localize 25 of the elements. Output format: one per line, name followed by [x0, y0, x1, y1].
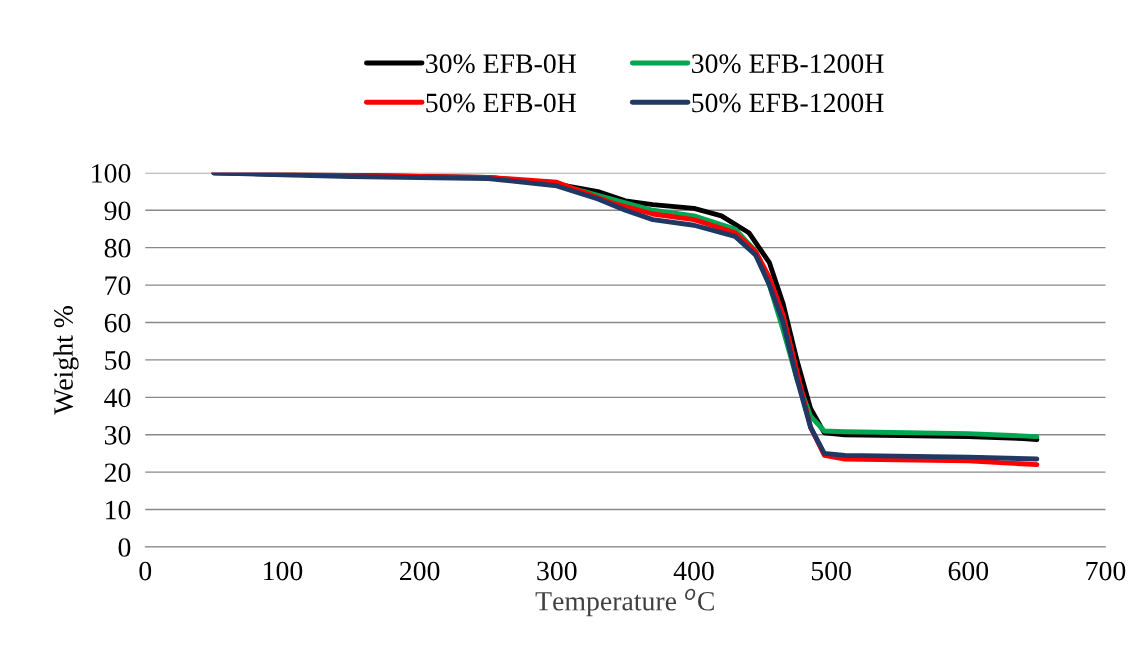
x-tick-label: 400: [673, 561, 714, 581]
y-tick-label: 40: [104, 388, 131, 408]
x-tick-label: 700: [1086, 561, 1126, 581]
y-tick-label: 100: [92, 164, 131, 183]
y-axis-title: Weight %: [53, 306, 79, 415]
y-tick-label: 80: [104, 238, 131, 258]
x-tick-label: 100: [264, 561, 303, 581]
legend-label: 50% EFB-0H: [426, 93, 576, 113]
legend-label: 50% EFB-1200H: [692, 93, 884, 113]
x-tick-label: 500: [811, 561, 851, 581]
legend-label: 30% EFB-0H: [426, 54, 576, 74]
x-tick-label: 600: [948, 561, 989, 581]
x-tick-label: 0: [139, 561, 152, 581]
y-tick-label: 20: [104, 463, 131, 483]
y-tick-label: 60: [104, 313, 131, 333]
legend-label: 30% EFB-1200H: [691, 54, 884, 74]
y-tick-label: 50: [105, 351, 131, 370]
y-tick-label: 0: [118, 538, 131, 557]
x-axis-title: Temperature $^{o}$C: [535, 588, 714, 617]
y-tick-label: 10: [106, 500, 131, 520]
y-tick-label: 70: [105, 276, 131, 295]
x-tick-label: 200: [400, 561, 440, 581]
y-tick-label: 30: [104, 425, 131, 445]
x-tick-label: 300: [537, 561, 577, 581]
y-tick-label: 90: [104, 201, 131, 221]
